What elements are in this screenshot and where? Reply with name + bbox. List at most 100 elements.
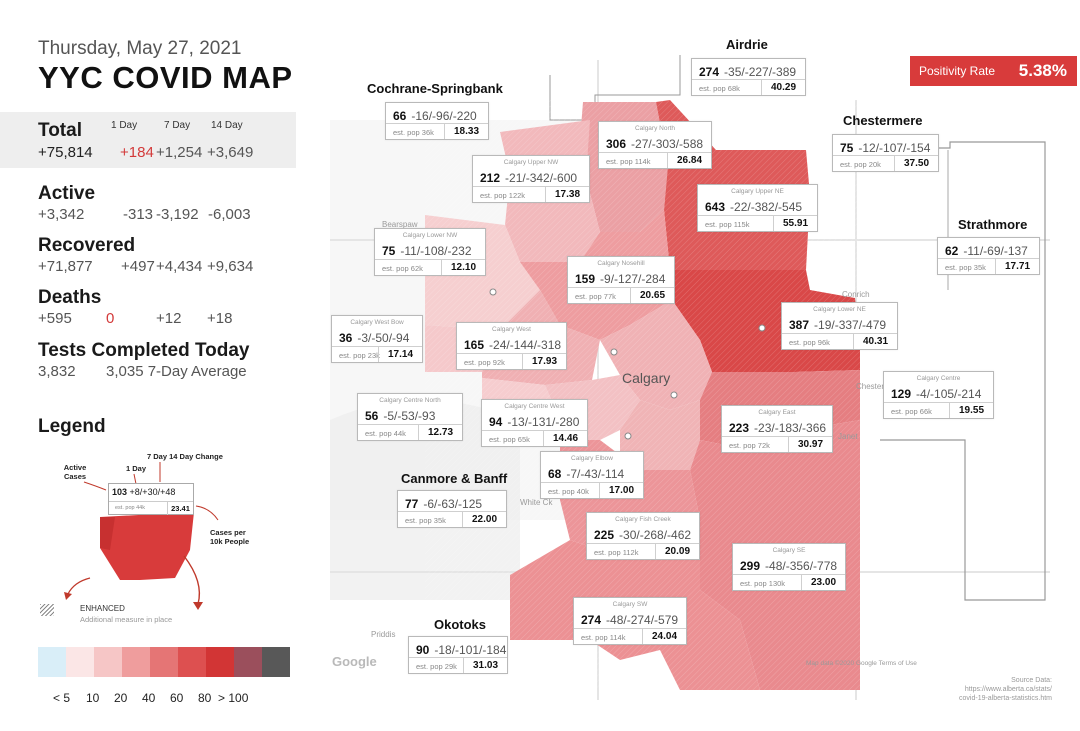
stat-active-14day: -6,003 — [208, 206, 251, 223]
region-pop: est. pop 20k — [840, 160, 881, 169]
source-url-2: covid-19-alberta-statistics.htm — [959, 695, 1052, 702]
region-caption: Calgary West — [492, 326, 531, 333]
stat-tests-label: Tests Completed Today — [38, 340, 250, 361]
region-changes: -23/-183/-366 — [754, 421, 827, 435]
region-rate: 22.00 — [462, 512, 506, 527]
region-changes: -19/-337/-479 — [814, 318, 887, 332]
region-changes: -11/-108/-232 — [400, 244, 472, 258]
stat-tests: Tests Completed Today 3,832 3,035 7-Day … — [38, 340, 298, 382]
pointer-dot — [624, 432, 632, 440]
region-card-calgary-east: Calgary East 223 -23/-183/-366 est. pop 7… — [721, 405, 833, 453]
scale-label: 10 — [86, 691, 100, 705]
pointer-dot — [610, 348, 618, 356]
pointer-dot — [489, 288, 497, 296]
region-pop: est. pop 23k — [339, 351, 380, 360]
legend-example-pop: est. pop 44k — [115, 505, 145, 511]
region-pop: est. pop 66k — [891, 407, 932, 416]
region-rate: 17.00 — [599, 483, 643, 498]
region-title-okotoks: Okotoks — [434, 617, 487, 632]
stat-total-label: Total — [38, 120, 82, 141]
region-rate: 12.10 — [441, 260, 485, 275]
region-changes: -18/-101/-184 — [434, 643, 507, 657]
map-label-bearspaw: Bearspaw — [382, 220, 418, 229]
region-changes: -30/-268/-462 — [619, 528, 692, 542]
region-rate: 37.50 — [894, 156, 938, 171]
region-card-okotoks: 90 -18/-101/-184 est. pop 29k 31.03 — [408, 636, 508, 674]
region-pop: est. pop 68k — [699, 84, 740, 93]
region-active: 643 — [705, 200, 726, 214]
scale-swatch — [66, 647, 94, 677]
region-rate: 14.46 — [543, 431, 587, 446]
scale-swatch — [262, 647, 290, 677]
region-rate: 24.04 — [642, 629, 686, 644]
region-rate: 17.38 — [545, 187, 589, 202]
enhanced-subtitle: Additional measure in place — [80, 615, 173, 624]
region-active: 225 — [594, 528, 615, 542]
region-pop: est. pop 35k — [405, 516, 446, 525]
stat-active-1day: -313 — [123, 206, 154, 223]
region-active: 56 — [365, 409, 379, 423]
region-caption: Calgary Upper NE — [731, 188, 784, 195]
region-rate: 55.91 — [773, 216, 817, 231]
stat-deaths-7day: +12 — [156, 310, 182, 327]
scale-swatch — [94, 647, 122, 677]
region-active: 62 — [945, 244, 959, 258]
stat-total-14day: +3,649 — [207, 144, 254, 161]
scale-label: 80 — [198, 691, 212, 705]
scale-swatch — [178, 647, 206, 677]
scale-swatch — [206, 647, 234, 677]
region-pop: est. pop 77k — [575, 292, 616, 301]
region-caption: Calgary Lower NW — [402, 232, 458, 239]
region-pop: est. pop 40k — [548, 487, 589, 496]
stat-active-7day: -3,192 — [156, 206, 199, 223]
region-card-calgary-elbow: Calgary Elbow 68 -7/-43/-114 est. pop 40k… — [540, 451, 644, 499]
region-pop: est. pop 36k — [393, 128, 434, 137]
region-active: 66 — [393, 109, 407, 123]
region-card-calgary-lower-ne: Calgary Lower NE 387 -19/-337/-479 est. p… — [781, 302, 898, 350]
enhanced-swatch — [40, 604, 54, 616]
region-changes: -27/-303/-588 — [631, 137, 704, 151]
stat-total: Total 1 Day 7 Day 14 Day +75,814 +184 +1… — [0, 112, 296, 168]
stat-deaths-14day: +18 — [207, 310, 233, 327]
region-changes: -48/-356/-778 — [765, 559, 838, 573]
region-changes: -12/-107/-154 — [858, 141, 931, 155]
positivity-value: 5.38% — [1018, 61, 1067, 80]
scale-label: 40 — [142, 691, 156, 705]
scale-swatch — [150, 647, 178, 677]
region-card-calgary-se: Calgary SE 299 -48/-356/-778 est. pop 130… — [732, 543, 846, 591]
region-card-calgary-fish-creek: Calgary Fish Creek 225 -30/-268/-462 est.… — [586, 512, 700, 560]
region-card-calgary-north: Calgary North 306 -27/-303/-588 est. pop … — [598, 121, 712, 169]
region-changes: -7/-43/-114 — [566, 467, 625, 481]
region-card-calgary-centre-west: Calgary Centre West 94 -13/-131/-280 est.… — [481, 399, 588, 447]
region-pop: est. pop 62k — [382, 264, 423, 273]
scale-label: 20 — [114, 691, 128, 705]
col-header-7day: 7 Day — [164, 120, 191, 131]
region-active: 77 — [405, 497, 419, 511]
region-pop: est. pop 44k — [365, 429, 406, 438]
region-rate: 20.65 — [630, 288, 674, 303]
region-caption: Calgary East — [758, 409, 796, 416]
legend-arrow-rate — [195, 505, 219, 521]
legend-arrowhead-right — [193, 602, 203, 610]
region-changes: -9/-127/-284 — [600, 272, 666, 286]
stat-deaths-value: +595 — [38, 310, 72, 327]
region-card-calgary-nosehill: Calgary Nosehill 159 -9/-127/-284 est. po… — [567, 256, 675, 304]
region-active: 387 — [789, 318, 810, 332]
stat-recovered: Recovered +71,877 +497 +4,434 +9,634 — [38, 235, 298, 277]
region-rate: 17.71 — [995, 259, 1039, 274]
enhanced-title: ENHANCED — [80, 604, 125, 613]
region-card-calgary-lower-nw: Calgary Lower NW 75 -11/-108/-232 est. po… — [374, 228, 486, 276]
scale-swatch — [234, 647, 262, 677]
stat-recovered-1day: +497 — [121, 258, 155, 275]
region-rate: 17.14 — [378, 347, 422, 362]
region-changes: -3/-50/-94 — [357, 331, 410, 345]
region-changes: -11/-69/-137 — [963, 244, 1028, 258]
region-caption: Calgary Lower NE — [813, 306, 866, 313]
region-card-canmore: 77 -6/-63/-125 est. pop 35k 22.00 — [397, 490, 507, 528]
legend-example-shape-edge — [100, 517, 115, 550]
region-card-calgary-centre: Calgary Centre 129 -4/-105/-214 est. pop … — [883, 371, 994, 419]
region-active: 223 — [729, 421, 750, 435]
region-card-calgary-west-bow: Calgary West Bow 36 -3/-50/-94 est. pop 2… — [331, 315, 423, 363]
scale-label: > 100 — [218, 691, 249, 705]
region-changes: -13/-131/-280 — [507, 415, 580, 429]
